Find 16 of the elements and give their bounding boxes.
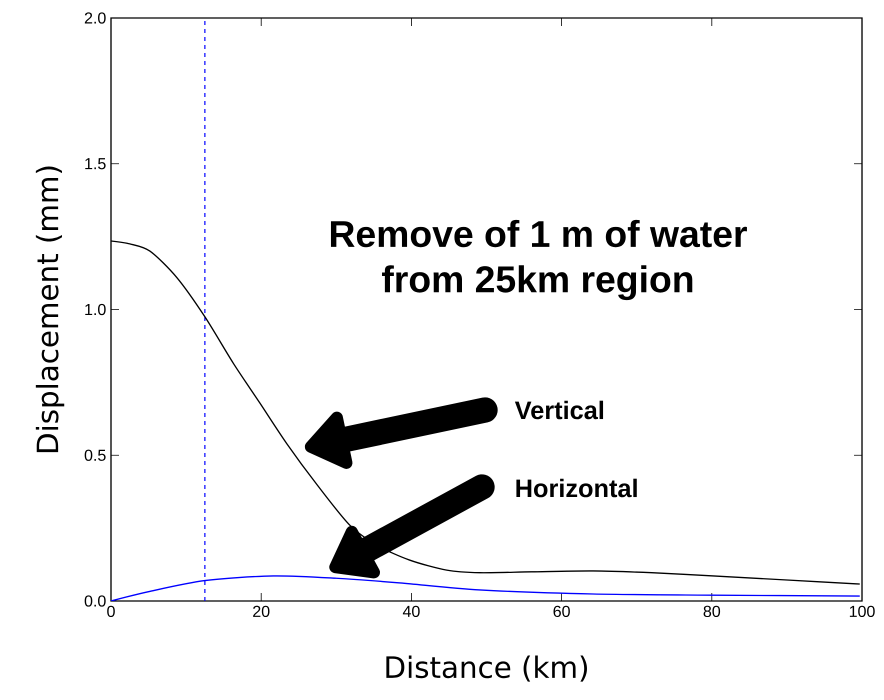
x-tick-label: 20 (253, 606, 270, 618)
y-tick-label: 1.5 (85, 158, 106, 170)
x-tick-label: 80 (704, 606, 720, 618)
annotation: Horizontal (516, 478, 637, 498)
y-tick-label: 1.0 (85, 304, 106, 316)
x-tick-label: 60 (554, 606, 570, 618)
y-tick-label: 0.5 (84, 450, 106, 461)
x-tick-label: 100 (850, 606, 875, 618)
annotation: Vertical (514, 400, 604, 420)
x-tick-label: 0 (107, 606, 115, 618)
annotation: Remove of 1 m of water from 25km region (330, 220, 747, 300)
x-tick-label: 40 (402, 606, 420, 618)
y-tick-label: 0.0 (84, 595, 106, 607)
x-axis-title: Distance (km) (386, 656, 587, 682)
y-tick-label: 2.0 (84, 12, 106, 24)
y-axis-title: Displacement (mm) (36, 166, 64, 452)
